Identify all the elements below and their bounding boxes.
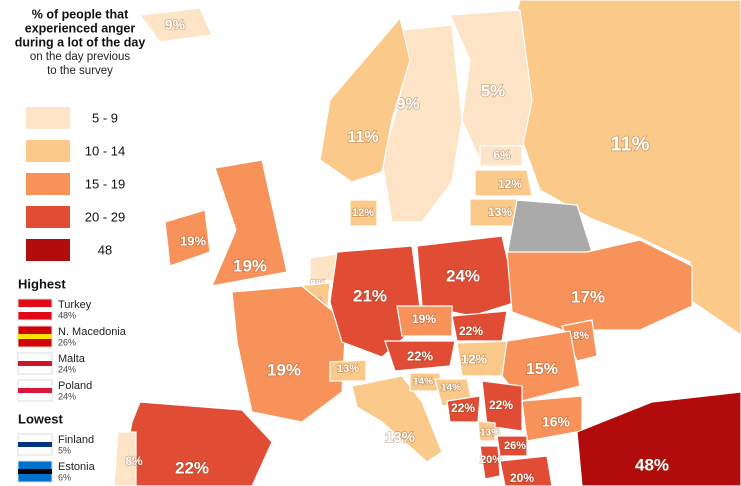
item-name: Malta xyxy=(58,353,86,365)
country xyxy=(349,199,378,227)
country xyxy=(329,359,367,382)
flag-mark xyxy=(18,361,52,366)
country-label: 19% xyxy=(233,256,267,275)
country-label: 18% xyxy=(567,330,589,342)
country-label: 12% xyxy=(498,177,522,191)
item-value: 5% xyxy=(58,445,71,455)
flag-mark xyxy=(18,442,52,447)
item-name: Turkey xyxy=(58,299,92,311)
country-label: 9% xyxy=(165,17,186,33)
country xyxy=(506,239,693,331)
country xyxy=(113,431,137,486)
country-label: 20% xyxy=(480,454,502,466)
country xyxy=(384,340,456,372)
country-label: 13% xyxy=(385,429,415,446)
country xyxy=(329,245,423,358)
country xyxy=(501,330,581,402)
country-label: 17% xyxy=(571,287,605,306)
legend-swatch xyxy=(26,107,70,129)
country-label: 14% xyxy=(413,377,433,388)
country-label: 48% xyxy=(635,455,669,474)
country-label: 13% xyxy=(488,205,512,219)
country xyxy=(481,380,523,432)
country-label: 20% xyxy=(510,471,534,485)
country xyxy=(231,285,347,423)
flag-mark xyxy=(18,307,52,312)
country xyxy=(396,305,453,337)
flag-mark xyxy=(18,334,52,339)
country xyxy=(499,455,553,486)
item-name: Estonia xyxy=(58,461,96,473)
item-name: Finland xyxy=(58,434,94,446)
item-value: 24% xyxy=(58,364,76,374)
legend-title: experienced anger xyxy=(25,21,136,35)
legend-label: 10 - 14 xyxy=(85,143,125,158)
legend-subtitle: on the day previous xyxy=(30,51,131,63)
country-label: 24% xyxy=(446,266,480,285)
country-label: 12% xyxy=(461,351,487,366)
legend-swatch xyxy=(26,173,70,195)
country-label: 11% xyxy=(347,129,378,146)
legend-swatch xyxy=(26,239,70,261)
item-value: 26% xyxy=(58,337,76,347)
country xyxy=(474,169,533,197)
country-label: 12% xyxy=(352,207,374,219)
country xyxy=(319,16,411,183)
legend-label: 15 - 19 xyxy=(85,176,125,191)
country xyxy=(496,435,528,457)
country-label: 13% xyxy=(480,428,500,439)
country xyxy=(211,159,288,287)
country xyxy=(416,235,518,317)
country-label: 16% xyxy=(542,414,571,430)
legend-label: 48 xyxy=(98,242,112,257)
country-label: 22% xyxy=(459,324,483,338)
country-label: 13% xyxy=(337,363,359,375)
item-value: 48% xyxy=(58,310,76,320)
country-label: 11% xyxy=(611,133,650,155)
country-label: 26% xyxy=(504,440,526,452)
country-label: 15% xyxy=(526,361,558,378)
country xyxy=(351,375,443,463)
country xyxy=(138,7,213,43)
country xyxy=(576,391,741,486)
section-title: Lowest xyxy=(18,411,63,426)
item-value: 24% xyxy=(58,391,76,401)
country xyxy=(164,209,211,267)
section-title: Highest xyxy=(18,276,66,291)
country-label: 22% xyxy=(451,401,475,415)
country xyxy=(119,401,273,486)
country-label: 22% xyxy=(489,398,513,412)
legend-label: 20 - 29 xyxy=(85,209,125,224)
country xyxy=(479,145,523,167)
country-label: 22% xyxy=(175,458,209,477)
item-value: 6% xyxy=(58,472,71,482)
country-label: 14% xyxy=(441,383,461,394)
country-label: 9% xyxy=(396,96,419,113)
country-label: 6% xyxy=(493,148,511,162)
country-label: 19% xyxy=(267,360,301,379)
country-label: 19% xyxy=(180,233,206,248)
legend-title: during a lot of the day xyxy=(15,35,146,49)
legend-swatch xyxy=(26,206,70,228)
country-label: 19% xyxy=(412,312,436,326)
country xyxy=(477,420,496,442)
flag-mark xyxy=(18,388,52,393)
country xyxy=(479,445,501,480)
legend-title: % of people that xyxy=(32,7,129,21)
flag-mark xyxy=(18,469,52,474)
country-label: 8% xyxy=(125,454,143,468)
legend-subtitle: to the survey xyxy=(47,65,113,77)
legend-label: 5 - 9 xyxy=(92,110,118,125)
item-name: Poland xyxy=(58,380,92,392)
legend-swatch xyxy=(26,140,70,162)
country-label: 21% xyxy=(353,286,387,305)
country-label: 22% xyxy=(407,348,433,363)
item-name: N. Macedonia xyxy=(58,326,127,338)
country-label: 5% xyxy=(481,81,506,100)
